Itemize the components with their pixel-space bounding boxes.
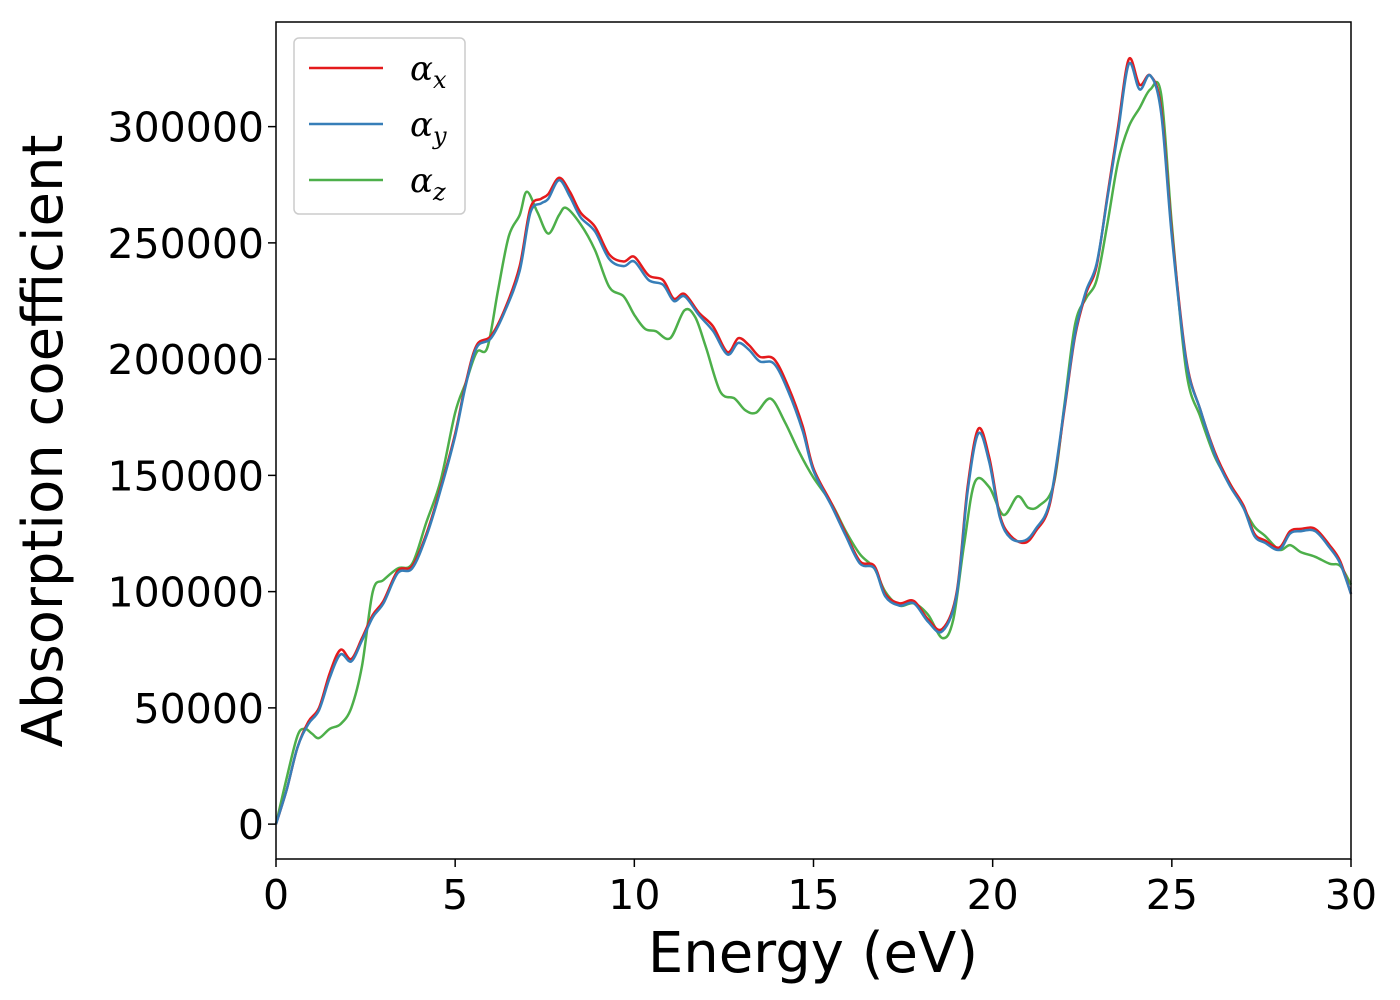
legend-subscript: y [432,122,447,150]
y-tick-label: 0 [238,801,264,849]
legend-label-x: αx [410,49,447,94]
legend-box [293,37,466,215]
y-tick-label: 200000 [107,336,264,384]
x-tick-label: 20 [967,871,1019,919]
x-axis: 0 5 10 15 20 25 30 [263,859,1377,919]
legend-label-z: αz [410,161,446,206]
y-tick-label: 100000 [107,569,264,617]
legend-symbol: α [410,161,433,201]
x-tick-label: 30 [1325,871,1377,919]
y-tick-label: 300000 [107,104,264,152]
x-tick-label: 15 [787,871,839,919]
y-tick-label: 150000 [107,452,264,500]
x-tick-label: 10 [608,871,660,919]
x-axis-title: Energy (eV) [648,921,978,986]
y-tick-label: 250000 [107,220,264,268]
y-axis-title: Absorption coefficient [11,135,76,748]
legend-symbol: α [410,105,433,145]
x-tick-label: 0 [263,871,289,919]
legend-subscript: x [433,66,447,94]
series-line-y [274,61,1353,825]
legend-symbol: α [410,49,433,89]
x-tick-label: 25 [1146,871,1198,919]
y-tick-label: 50000 [134,685,264,733]
y-axis: 0 50000 100000 150000 200000 250000 300000 [107,104,276,849]
x-tick-label: 5 [442,871,468,919]
legend-label-y: αy [410,105,447,150]
series-layer [274,56,1353,825]
legend-subscript: z [432,178,446,206]
